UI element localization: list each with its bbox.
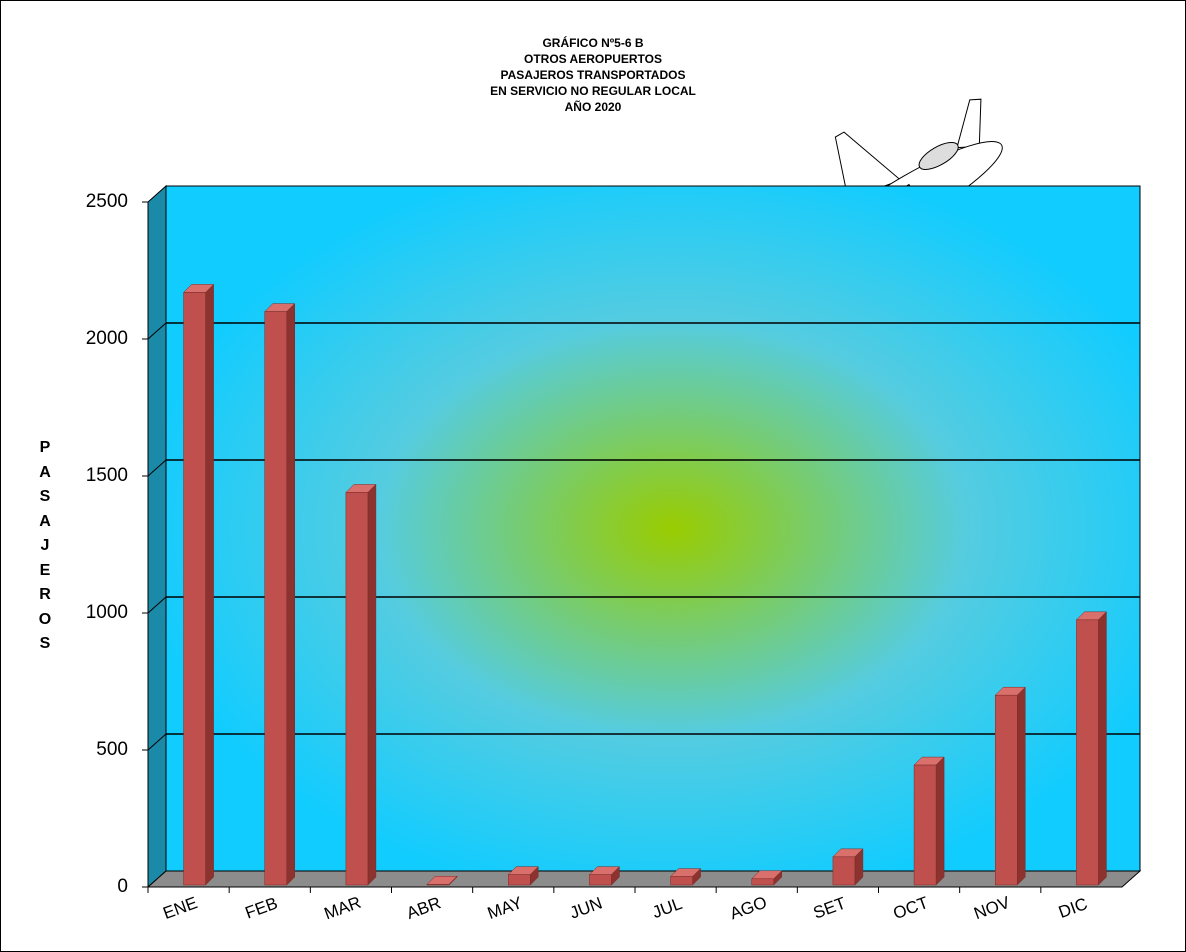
y-tick-label: 2000 (86, 328, 128, 349)
bar (1075, 611, 1108, 886)
bar (751, 870, 783, 886)
bar (182, 283, 215, 886)
back-wall (165, 185, 1141, 872)
floor (146, 870, 1142, 888)
y-tick-label: 1500 (86, 465, 128, 486)
bar (264, 302, 296, 886)
bar-front (995, 694, 1018, 886)
bar-front (670, 876, 693, 886)
chart-title: EN SERVICIO NO REGULAR LOCAL (490, 84, 696, 98)
bar-front (264, 311, 287, 886)
y-tick-label: 500 (96, 739, 128, 760)
bar-side (367, 483, 377, 886)
grid-line (147, 322, 167, 340)
bar (426, 875, 458, 886)
chart-title: PASAJEROS TRANSPORTADOS (501, 68, 686, 82)
chart-title: OTROS AEROPUERTOS (524, 52, 662, 66)
bar-front (913, 764, 937, 886)
bar-front (345, 492, 369, 886)
chart-title: GRÁFICO Nº5-6 B (542, 35, 643, 50)
bar-front (751, 878, 774, 886)
grid-line (147, 596, 167, 614)
bar (507, 866, 539, 886)
side-wall (147, 184, 167, 889)
bar-front (426, 884, 450, 886)
bar-front (832, 856, 856, 886)
y-tick-label: 1000 (86, 602, 128, 623)
bar (994, 686, 1026, 886)
chart-title: AÑO 2020 (565, 99, 622, 114)
grid-line (147, 733, 167, 751)
bar (588, 866, 621, 886)
bar-front (508, 874, 531, 886)
bar-front (183, 292, 206, 886)
bar-side (1098, 611, 1107, 886)
bar-side (286, 302, 295, 886)
bar (913, 756, 945, 886)
bar-side (935, 756, 945, 886)
bar (345, 483, 377, 886)
bar-side (205, 283, 214, 886)
bar-front (1076, 619, 1099, 886)
y-tick-label: 0 (117, 876, 128, 897)
bar (669, 867, 702, 886)
bar-side (1017, 686, 1026, 886)
y-tick-label: 2500 (86, 191, 128, 212)
y-axis-label: PASAJEROS (38, 439, 52, 652)
grid-line (147, 459, 167, 477)
bar (832, 848, 864, 886)
bar-front (589, 874, 612, 886)
